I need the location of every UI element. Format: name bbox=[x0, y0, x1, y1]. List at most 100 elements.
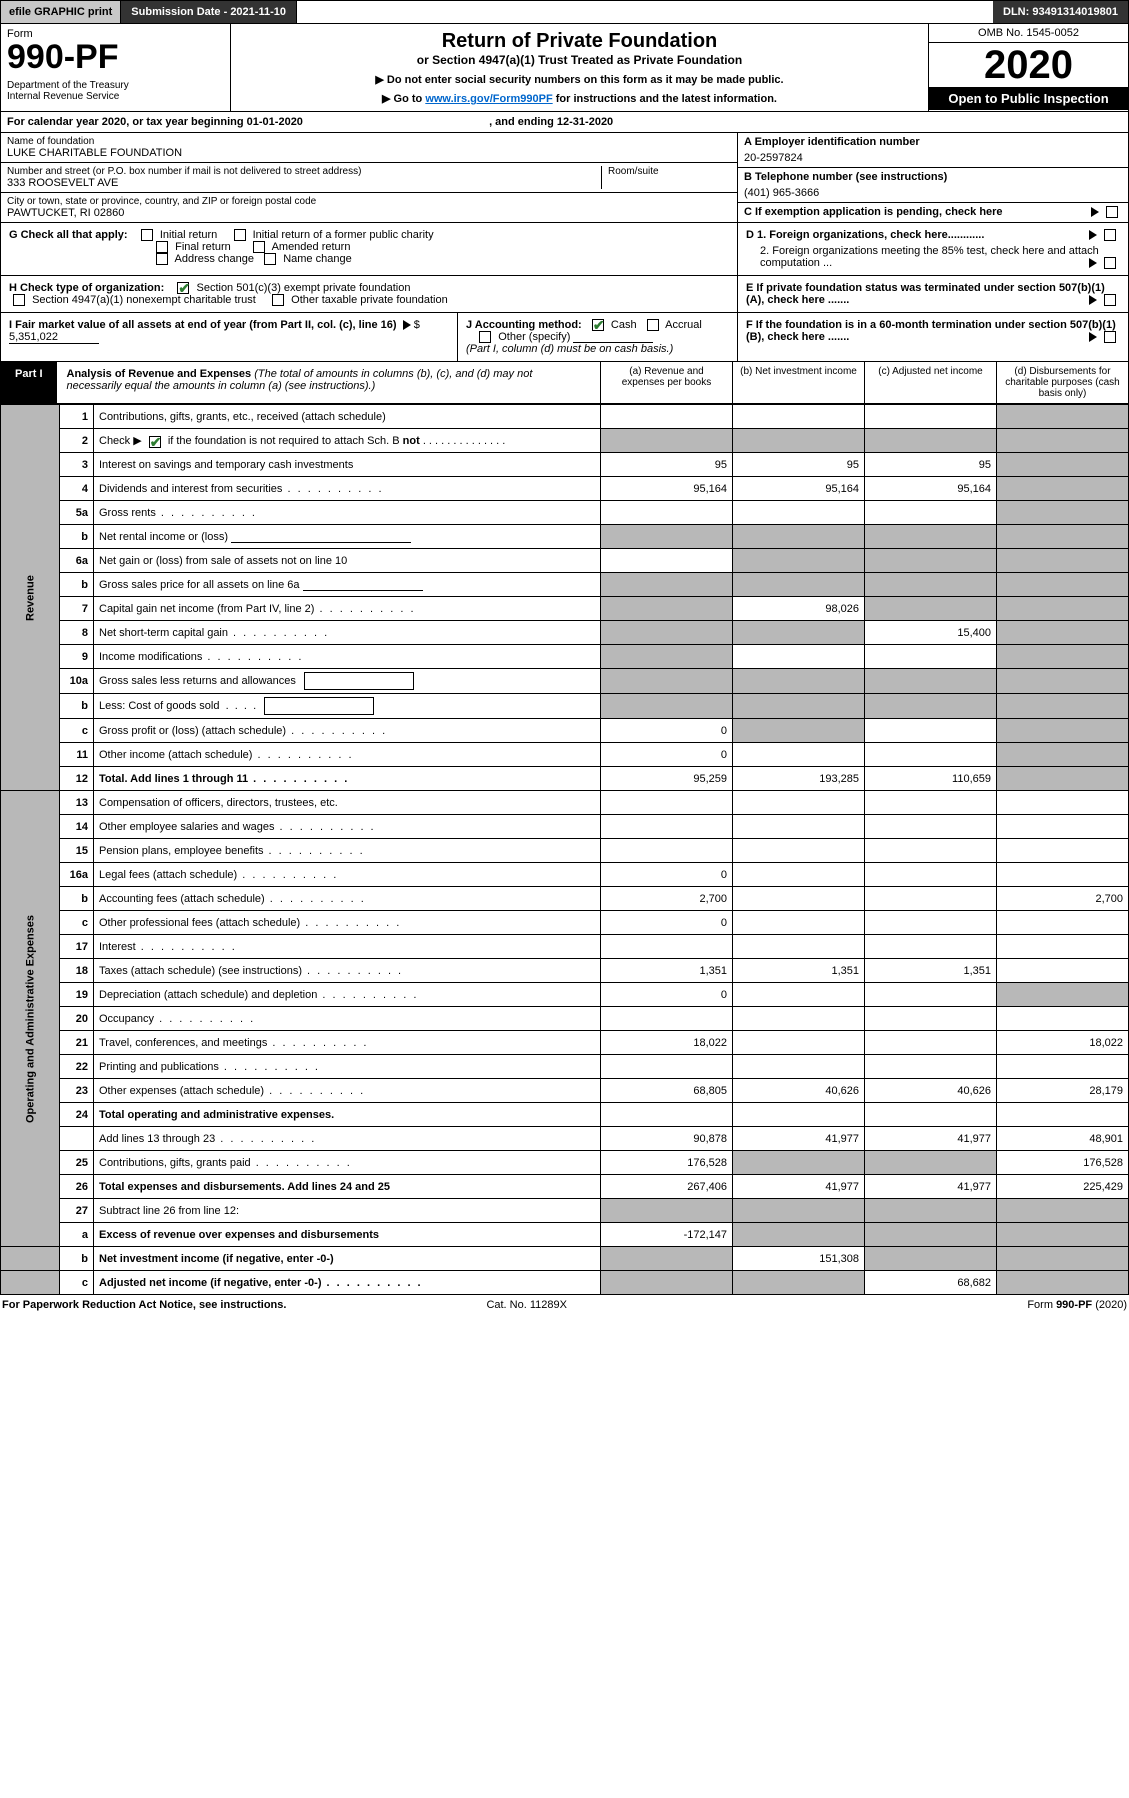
revenue-side-label: Revenue bbox=[1, 405, 60, 791]
line-num: b bbox=[60, 573, 94, 597]
line-num: 16a bbox=[60, 863, 94, 887]
form-title: Return of Private Foundation bbox=[241, 30, 918, 53]
cell: 225,429 bbox=[997, 1175, 1129, 1199]
line-22-desc: Printing and publications bbox=[94, 1055, 601, 1079]
amended-return-checkbox[interactable] bbox=[253, 241, 265, 253]
cell: 0 bbox=[601, 863, 733, 887]
part-1-title: Analysis of Revenue and Expenses (The to… bbox=[57, 362, 600, 403]
line-4-desc: Dividends and interest from securities bbox=[94, 477, 601, 501]
line-23-desc: Other expenses (attach schedule) bbox=[94, 1079, 601, 1103]
line-num: a bbox=[60, 1223, 94, 1247]
line-num: 12 bbox=[60, 767, 94, 791]
table-row: 22Printing and publications bbox=[1, 1055, 1129, 1079]
other-method-checkbox[interactable] bbox=[479, 331, 491, 343]
final-return-checkbox[interactable] bbox=[156, 241, 168, 253]
line-num: 4 bbox=[60, 477, 94, 501]
501c3-checkbox[interactable] bbox=[177, 282, 189, 294]
line-num: 17 bbox=[60, 935, 94, 959]
h-label: H Check type of organization: bbox=[9, 282, 164, 294]
expenses-side-label: Operating and Administrative Expenses bbox=[1, 791, 60, 1247]
cell: 68,682 bbox=[865, 1271, 997, 1295]
foundation-name-label: Name of foundation bbox=[7, 136, 731, 147]
initial-return-checkbox[interactable] bbox=[141, 229, 153, 241]
table-row: cOther professional fees (attach schedul… bbox=[1, 911, 1129, 935]
line-num: 24 bbox=[60, 1103, 94, 1127]
line-2-post: if the foundation is not required to att… bbox=[165, 435, 400, 447]
line-num: 6a bbox=[60, 549, 94, 573]
line-3-desc: Interest on savings and temporary cash i… bbox=[94, 453, 601, 477]
table-row: bAccounting fees (attach schedule)2,7002… bbox=[1, 887, 1129, 911]
f-checkbox[interactable] bbox=[1104, 331, 1116, 343]
table-row: 26Total expenses and disbursements. Add … bbox=[1, 1175, 1129, 1199]
form-ref: Form 990-PF (2020) bbox=[1027, 1299, 1127, 1311]
calendar-year-row: For calendar year 2020, or tax year begi… bbox=[0, 111, 1129, 132]
part-1-header: Part I Analysis of Revenue and Expenses … bbox=[0, 361, 1129, 404]
name-change-checkbox[interactable] bbox=[264, 253, 276, 265]
section-e: E If private foundation status was termi… bbox=[738, 276, 1128, 312]
cell: 2,700 bbox=[997, 887, 1129, 911]
sch-b-checkbox[interactable] bbox=[149, 436, 161, 448]
other-taxable-checkbox[interactable] bbox=[272, 294, 284, 306]
identity-block: Name of foundation LUKE CHARITABLE FOUND… bbox=[0, 132, 1129, 222]
efile-print-label: efile GRAPHIC print bbox=[1, 1, 121, 23]
line-25-desc: Contributions, gifts, grants paid bbox=[94, 1151, 601, 1175]
table-row: 15Pension plans, employee benefits bbox=[1, 839, 1129, 863]
address-change-checkbox[interactable] bbox=[156, 253, 168, 265]
line-num: 25 bbox=[60, 1151, 94, 1175]
catalog-number: Cat. No. 11289X bbox=[486, 1299, 567, 1311]
line-num: b bbox=[60, 694, 94, 719]
cell: 90,878 bbox=[601, 1127, 733, 1151]
table-row: 23Other expenses (attach schedule)68,805… bbox=[1, 1079, 1129, 1103]
i-label: I Fair market value of all assets at end… bbox=[9, 319, 397, 331]
part-1-table: Revenue 1Contributions, gifts, grants, e… bbox=[0, 404, 1129, 1295]
j-note: (Part I, column (d) must be on cash basi… bbox=[466, 343, 673, 355]
cal-text-b: , and ending bbox=[489, 116, 557, 128]
name-change-label: Name change bbox=[283, 253, 352, 265]
e-checkbox[interactable] bbox=[1104, 294, 1116, 306]
part-1-tab: Part I bbox=[1, 362, 57, 403]
line-18-desc: Taxes (attach schedule) (see instruction… bbox=[94, 959, 601, 983]
table-row: cGross profit or (loss) (attach schedule… bbox=[1, 719, 1129, 743]
table-row: Revenue 1Contributions, gifts, grants, e… bbox=[1, 405, 1129, 429]
phone-label: B Telephone number (see instructions) bbox=[744, 171, 1122, 183]
form-instructions-link[interactable]: www.irs.gov/Form990PF bbox=[425, 93, 552, 105]
table-row: 10aGross sales less returns and allowanc… bbox=[1, 669, 1129, 694]
line-26-desc: Total expenses and disbursements. Add li… bbox=[94, 1175, 601, 1199]
cell: 95,259 bbox=[601, 767, 733, 791]
table-row: 3Interest on savings and temporary cash … bbox=[1, 453, 1129, 477]
exemption-pending-checkbox[interactable] bbox=[1106, 206, 1118, 218]
line-num: 15 bbox=[60, 839, 94, 863]
instr2-post: for instructions and the latest informat… bbox=[553, 93, 777, 105]
section-h-e: H Check type of organization: Section 50… bbox=[0, 275, 1129, 312]
d1-label: D 1. Foreign organizations, check here..… bbox=[746, 229, 984, 241]
dept-treasury: Department of the Treasury Internal Reve… bbox=[7, 80, 224, 102]
accrual-checkbox[interactable] bbox=[647, 319, 659, 331]
cell: 2,700 bbox=[601, 887, 733, 911]
line-num: 26 bbox=[60, 1175, 94, 1199]
section-g-d: G Check all that apply: Initial return I… bbox=[0, 222, 1129, 275]
arrow-icon bbox=[1089, 332, 1097, 342]
city-label: City or town, state or province, country… bbox=[7, 196, 731, 207]
section-h: H Check type of organization: Section 50… bbox=[1, 276, 738, 312]
d2-checkbox[interactable] bbox=[1104, 257, 1116, 269]
cell: 0 bbox=[601, 743, 733, 767]
section-i-j-f: I Fair market value of all assets at end… bbox=[0, 312, 1129, 361]
cell: 267,406 bbox=[601, 1175, 733, 1199]
cash-checkbox[interactable] bbox=[592, 319, 604, 331]
form-year-block: OMB No. 1545-0052 2020 Open to Public In… bbox=[928, 24, 1128, 111]
cell: 0 bbox=[601, 719, 733, 743]
cell: 95 bbox=[601, 453, 733, 477]
4947-checkbox[interactable] bbox=[13, 294, 25, 306]
initial-former-checkbox[interactable] bbox=[234, 229, 246, 241]
section-g: G Check all that apply: Initial return I… bbox=[1, 223, 738, 275]
d1-checkbox[interactable] bbox=[1104, 229, 1116, 241]
line-27b-desc: Net investment income (if negative, ente… bbox=[94, 1247, 601, 1271]
line-num: 27 bbox=[60, 1199, 94, 1223]
line-num: c bbox=[60, 1271, 94, 1295]
line-num: 21 bbox=[60, 1031, 94, 1055]
cal-text-a: For calendar year 2020, or tax year begi… bbox=[7, 116, 247, 128]
line-num: 5a bbox=[60, 501, 94, 525]
form-number: 990-PF bbox=[7, 40, 224, 74]
table-row: 16aLegal fees (attach schedule)0 bbox=[1, 863, 1129, 887]
cell: 1,351 bbox=[601, 959, 733, 983]
